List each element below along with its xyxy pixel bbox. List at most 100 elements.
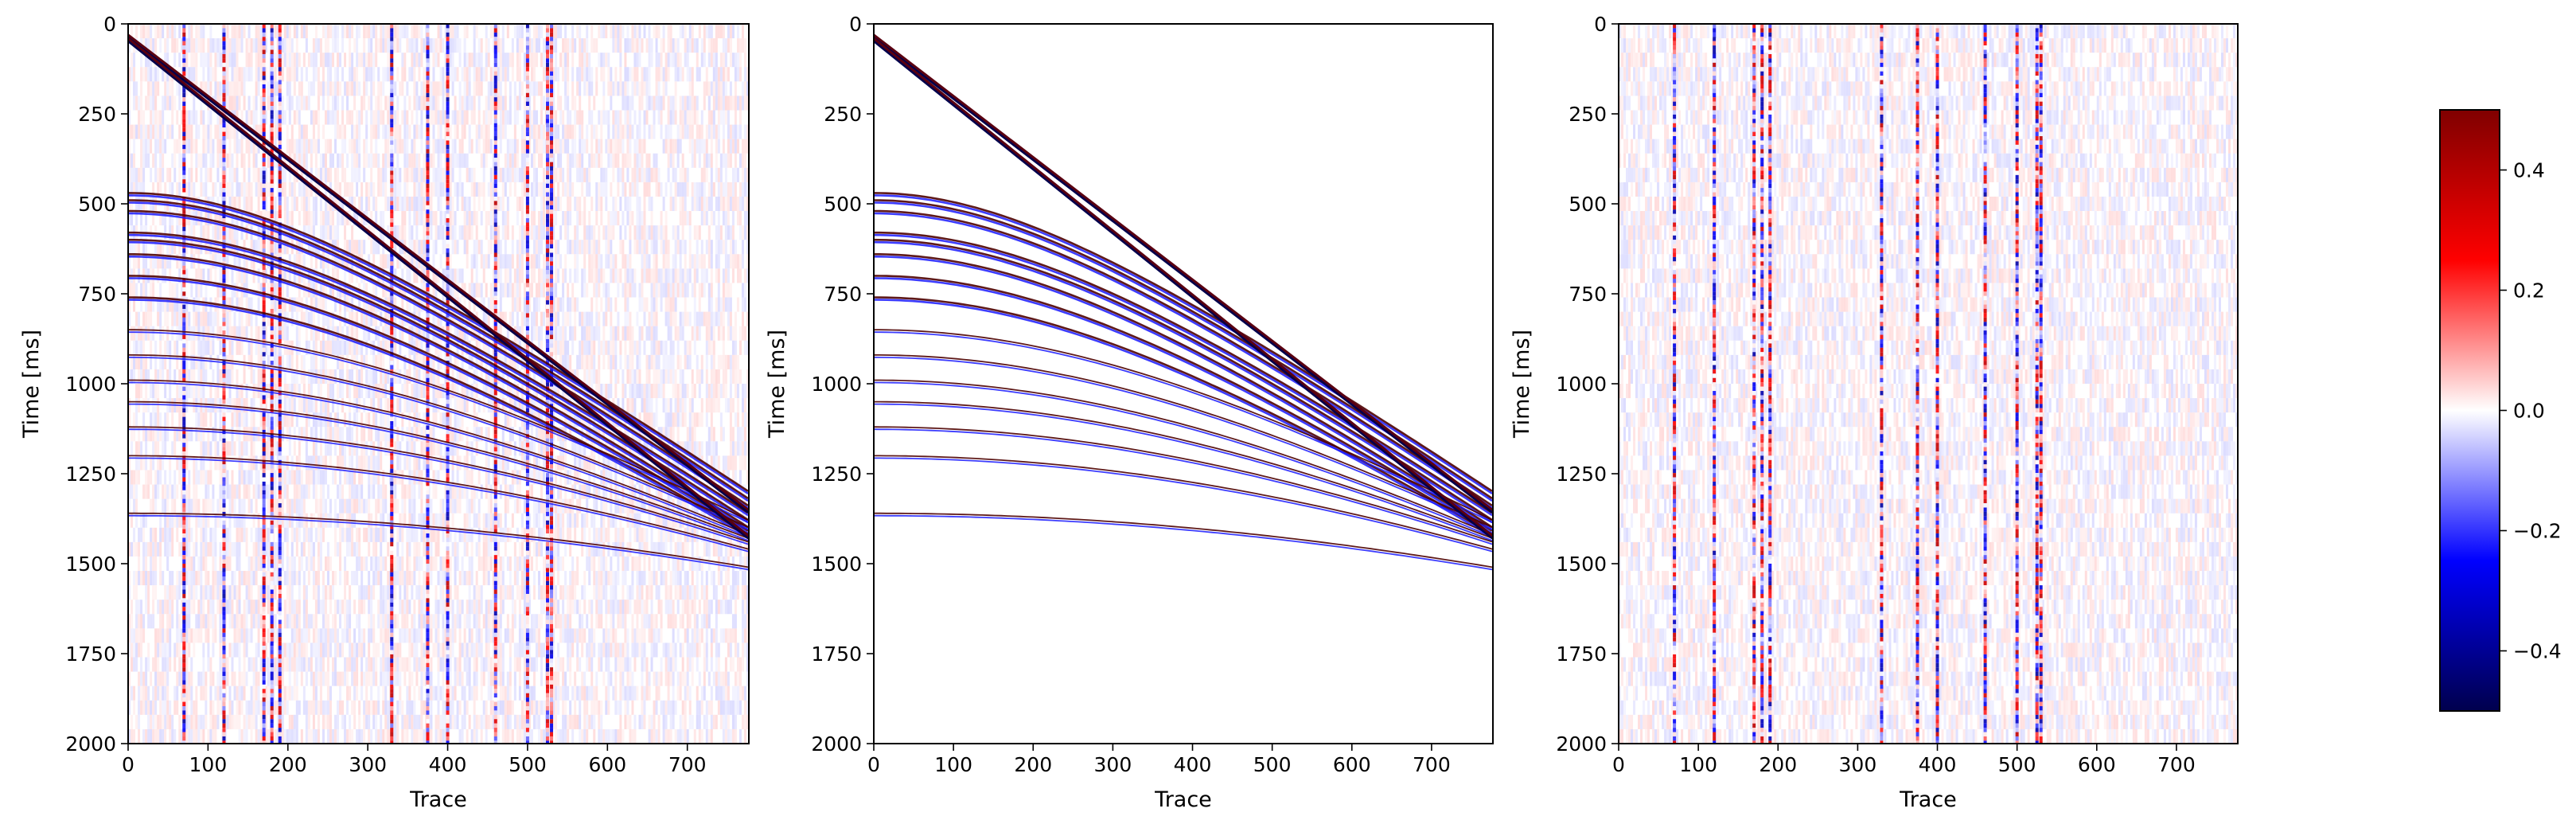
noise-cell xyxy=(209,412,212,428)
noise-cell xyxy=(312,470,315,485)
noise-cell xyxy=(435,412,438,428)
noise-cell xyxy=(396,441,399,456)
noise-cell xyxy=(157,81,160,96)
noise-cell xyxy=(173,369,177,384)
noise-cell xyxy=(368,455,371,471)
noise-cell xyxy=(236,225,239,240)
noise-cell xyxy=(252,614,255,629)
noise-cell xyxy=(286,53,289,68)
noise-cell xyxy=(264,67,267,82)
noise-cell xyxy=(363,642,366,658)
noise-cell xyxy=(178,182,181,197)
noise-cell xyxy=(322,455,325,471)
noise-cell xyxy=(173,700,177,715)
noise-cell xyxy=(363,38,366,53)
noise-cell xyxy=(432,642,435,658)
noise-cell xyxy=(473,81,476,96)
noise-cell xyxy=(333,254,337,269)
noise-cell xyxy=(226,96,229,111)
noise-cell xyxy=(451,700,454,715)
noise-cell xyxy=(255,240,258,255)
noise-cell xyxy=(346,685,349,701)
noise-cell xyxy=(302,498,306,514)
noise-cell xyxy=(250,67,253,82)
noise-cell xyxy=(142,240,146,255)
noise-cell xyxy=(157,384,160,399)
noise-cell xyxy=(458,53,462,68)
noise-cell xyxy=(413,556,416,572)
noise-cell xyxy=(154,441,158,456)
noise-cell xyxy=(276,628,279,643)
noise-cell xyxy=(185,268,189,283)
noise-cell xyxy=(193,340,196,355)
noise-cell xyxy=(267,657,270,672)
noise-cell xyxy=(138,167,141,182)
noise-cell xyxy=(305,527,308,542)
noise-cell xyxy=(408,268,411,283)
noise-cell xyxy=(164,657,167,672)
noise-cell xyxy=(370,398,373,413)
noise-cell xyxy=(152,254,155,269)
noise-cell xyxy=(200,571,203,586)
noise-cell xyxy=(288,513,291,528)
noise-cell xyxy=(133,571,136,586)
noise-cell xyxy=(339,541,342,557)
noise-cell xyxy=(324,513,327,528)
noise-cell xyxy=(401,24,404,39)
noise-cell xyxy=(212,642,215,658)
noise-cell xyxy=(399,527,402,542)
noise-cell xyxy=(375,541,378,557)
noise-cell xyxy=(176,182,179,197)
noise-cell xyxy=(375,412,378,428)
noise-cell xyxy=(216,513,220,528)
noise-cell xyxy=(250,326,253,341)
noise-cell xyxy=(152,455,155,471)
noise-cell xyxy=(145,671,148,686)
noise-cell xyxy=(413,571,416,586)
noise-cell xyxy=(408,714,411,729)
noise-cell xyxy=(305,585,308,600)
noise-cell xyxy=(337,254,340,269)
noise-cell xyxy=(312,124,315,139)
noise-cell xyxy=(252,541,255,557)
noise-cell xyxy=(190,354,193,369)
noise-cell xyxy=(356,311,359,326)
noise-cell xyxy=(322,67,325,82)
noise-cell xyxy=(173,167,177,182)
noise-cell xyxy=(456,585,459,600)
noise-cell xyxy=(150,283,153,298)
noise-cell xyxy=(372,398,376,413)
noise-cell xyxy=(375,354,378,369)
noise-cell xyxy=(442,412,445,428)
noise-cell xyxy=(238,81,241,96)
noise-cell xyxy=(233,484,236,499)
noise-cell xyxy=(466,600,469,615)
noise-cell xyxy=(238,96,241,111)
noise-cell xyxy=(150,384,153,399)
noise-cell xyxy=(368,527,371,542)
noise-cell xyxy=(380,513,383,528)
noise-cell xyxy=(370,700,373,715)
noise-cell xyxy=(140,614,143,629)
noise-cell xyxy=(166,600,170,615)
noise-cell xyxy=(154,124,158,139)
noise-cell xyxy=(461,196,464,212)
noise-cell xyxy=(396,614,399,629)
noise-cell xyxy=(173,96,177,111)
noise-cell xyxy=(310,642,313,658)
noise-cell xyxy=(368,484,371,499)
noise-cell xyxy=(351,484,354,499)
noise-cell xyxy=(317,571,320,586)
noise-cell xyxy=(259,484,263,499)
noise-cell xyxy=(458,268,462,283)
noise-cell xyxy=(252,513,255,528)
noise-cell xyxy=(456,671,459,686)
noise-cell xyxy=(420,657,423,672)
noise-cell xyxy=(207,600,210,615)
noise-cell xyxy=(437,728,440,744)
noise-cell xyxy=(420,38,423,53)
noise-cell xyxy=(368,427,371,442)
noise-cell xyxy=(190,225,193,240)
noise-cell xyxy=(451,139,454,154)
noise-cell xyxy=(255,110,258,125)
